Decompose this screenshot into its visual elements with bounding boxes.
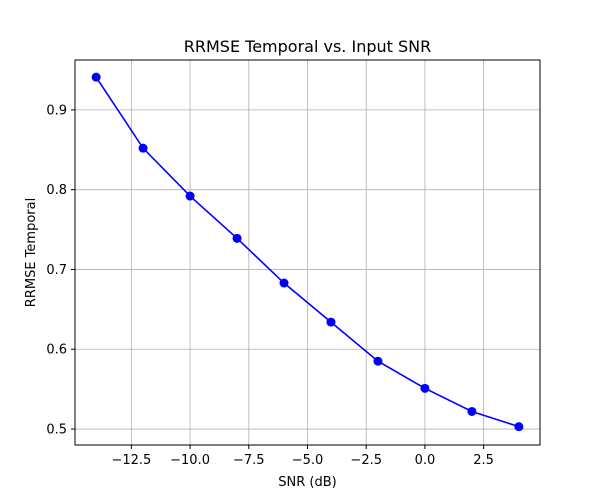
data-point <box>232 233 242 243</box>
x-tick-label: −2.5 <box>350 453 382 468</box>
y-tick-label: 0.6 <box>46 343 67 358</box>
data-point <box>91 72 101 82</box>
series-layer <box>91 72 524 432</box>
y-tick-label: 0.9 <box>46 103 67 118</box>
y-tick-label: 0.7 <box>46 263 67 278</box>
x-tick-label: −12.5 <box>111 453 151 468</box>
grid-lines <box>75 60 540 445</box>
x-tick-label: −7.5 <box>233 453 265 468</box>
x-tick-label: 0.0 <box>415 453 436 468</box>
data-point <box>514 422 524 432</box>
x-tick-label: −10.0 <box>170 453 210 468</box>
y-axis-title: RRMSE Temporal <box>24 198 39 307</box>
series-line <box>95 76 520 428</box>
y-tick-label: 0.5 <box>46 423 67 438</box>
chart-title: RRMSE Temporal vs. Input SNR <box>184 37 431 56</box>
data-point <box>279 278 289 288</box>
x-tick-label: 2.5 <box>473 453 494 468</box>
x-tick-label: −5.0 <box>292 453 324 468</box>
x-axis-ticks: −12.5 −10.0 −7.5 −5.0 −2.5 0.0 2.5 <box>111 445 494 468</box>
data-point <box>138 143 148 153</box>
data-point <box>467 406 477 416</box>
data-point <box>420 383 430 393</box>
data-point <box>326 317 336 327</box>
x-axis-title: SNR (dB) <box>278 475 336 490</box>
data-point <box>373 356 383 366</box>
y-axis-ticks: 0.5 0.6 0.7 0.8 0.9 <box>46 103 75 438</box>
y-tick-label: 0.8 <box>46 183 67 198</box>
data-point <box>185 191 195 201</box>
